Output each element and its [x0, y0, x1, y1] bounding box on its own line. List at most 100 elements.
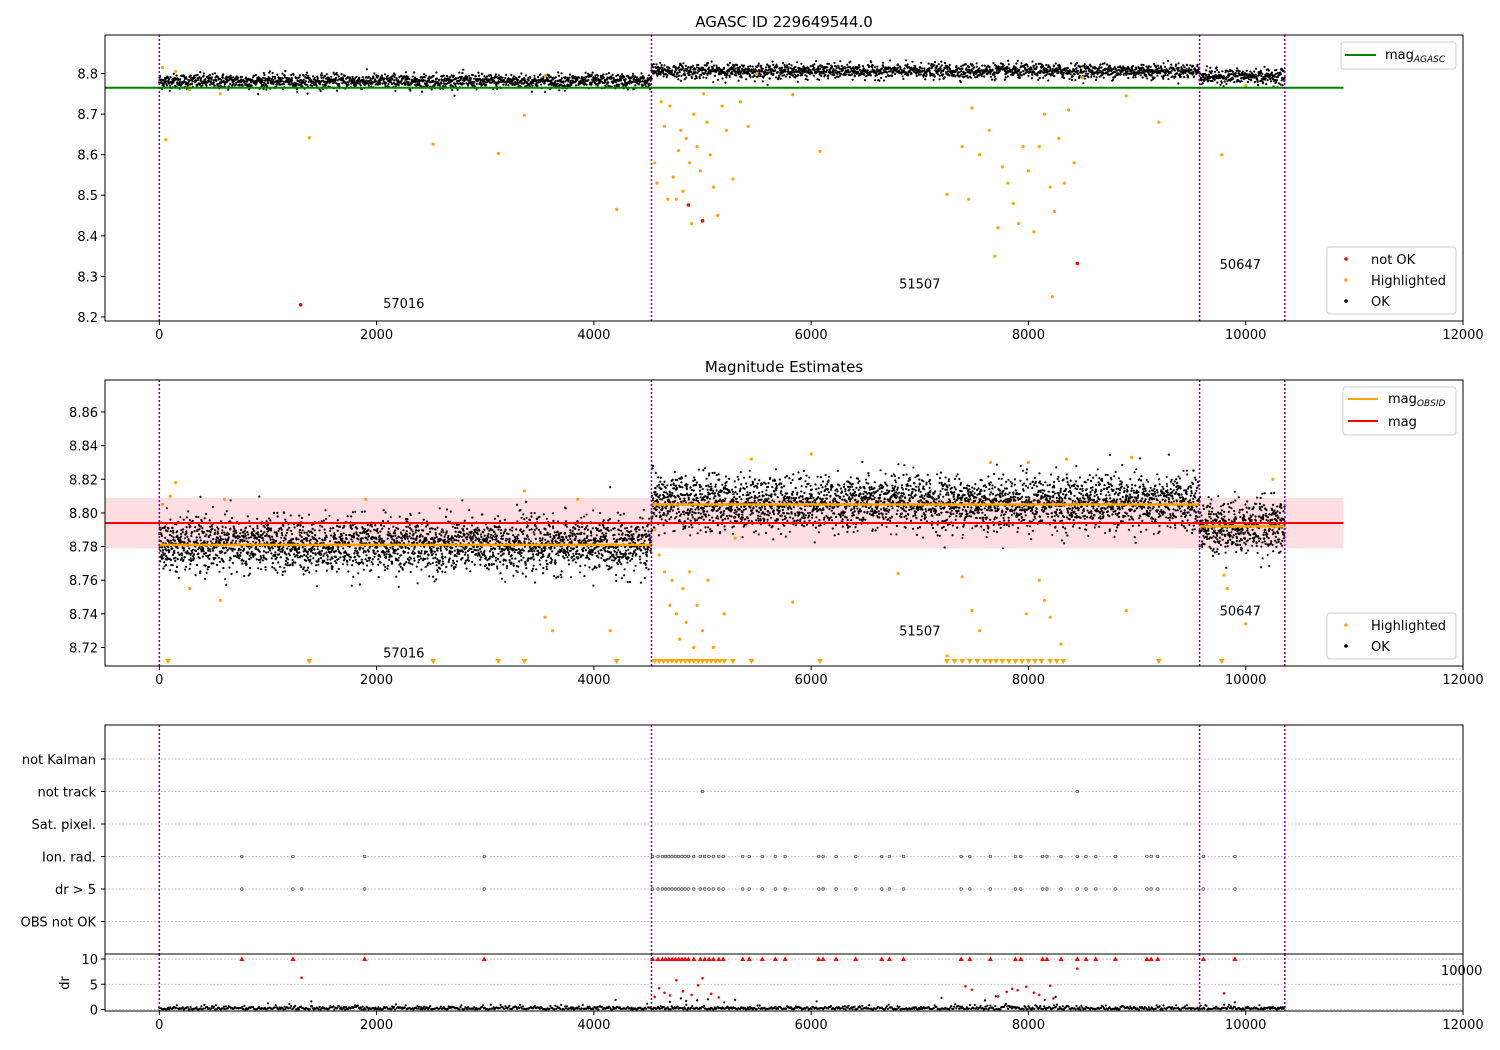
ok-point [937, 63, 940, 66]
ok-point [681, 65, 684, 68]
ok-point [260, 530, 263, 533]
ok-point [205, 571, 208, 575]
ok-point [217, 556, 220, 560]
ok-point [524, 74, 528, 77]
ok-point [556, 82, 560, 85]
ok-point [451, 89, 454, 92]
ok-point [1246, 80, 1249, 84]
ok-point [680, 74, 683, 77]
ok-point [356, 82, 359, 85]
highlighted-point [1037, 145, 1041, 149]
ok-point [747, 65, 750, 68]
ok-point [1026, 65, 1029, 68]
ok-point [504, 83, 507, 86]
ok-point [202, 72, 205, 75]
ok-point [1068, 77, 1071, 81]
ok-point [279, 556, 282, 559]
ok-point [175, 565, 178, 569]
ok-point [284, 538, 287, 541]
ok-point [161, 551, 164, 554]
ok-point [309, 558, 312, 561]
ok-point [229, 557, 232, 560]
ok-point [395, 77, 398, 80]
ok-point [1090, 75, 1093, 78]
ok-point [390, 81, 393, 84]
highlighted-point [681, 189, 685, 193]
ok-point [169, 569, 172, 572]
ok-point [277, 561, 280, 564]
ok-point [1031, 60, 1034, 63]
ok-point [1062, 71, 1065, 74]
ok-point [710, 60, 713, 63]
ok-point [759, 73, 762, 76]
ok-point [306, 553, 309, 556]
ok-point [206, 568, 209, 571]
ok-point [935, 65, 939, 68]
ok-point [286, 564, 289, 567]
ok-point [252, 74, 255, 77]
ok-point [207, 536, 210, 539]
ok-point [851, 78, 854, 81]
ok-point [631, 72, 635, 75]
ok-point [655, 63, 658, 66]
ok-point [1196, 63, 1199, 66]
ok-point [876, 65, 879, 68]
ok-point [434, 82, 437, 85]
ok-point [468, 74, 471, 77]
ok-point [1077, 72, 1080, 75]
ok-point [330, 75, 333, 78]
ok-point [270, 552, 273, 555]
ok-point [696, 71, 699, 75]
ok-point [477, 71, 480, 74]
ok-point [478, 74, 481, 77]
ok-point [920, 61, 923, 64]
ok-point [1111, 78, 1115, 81]
ok-point [443, 77, 446, 80]
ok-point [246, 541, 250, 544]
ok-point [289, 563, 292, 566]
ok-point [796, 61, 799, 64]
ok-point [207, 549, 210, 552]
ok-point [365, 76, 368, 79]
ok-point [362, 78, 365, 81]
highlighted-point [978, 153, 982, 157]
ok-point [168, 549, 171, 552]
ok-point [539, 73, 542, 76]
ok-point [413, 71, 416, 74]
ok-point [574, 84, 578, 87]
ok-point [194, 526, 197, 529]
ok-point [540, 83, 543, 86]
ok-point [1037, 78, 1040, 81]
ok-point [373, 72, 376, 75]
highlighted-point [1081, 76, 1085, 80]
ok-point [283, 74, 286, 77]
ok-point [302, 74, 305, 77]
ok-point [830, 65, 834, 68]
highlighted-point [716, 213, 720, 218]
ok-point [222, 560, 225, 563]
ok-point [994, 77, 997, 80]
ok-point [1219, 83, 1222, 86]
ok-point [251, 527, 255, 531]
ok-point [209, 531, 212, 534]
ok-point [175, 74, 178, 77]
ok-point [1033, 64, 1036, 67]
ok-point [284, 70, 287, 73]
ok-point [1193, 75, 1196, 78]
ok-point [461, 71, 464, 75]
ok-point [393, 79, 396, 82]
ok-point [993, 71, 996, 74]
highlighted-point [662, 124, 667, 128]
ok-point [208, 557, 211, 561]
ok-point [878, 79, 881, 82]
ok-point [702, 76, 705, 79]
ok-point [1007, 63, 1010, 66]
ok-point [442, 74, 445, 77]
obs-id-label: 51507 [899, 278, 940, 293]
ok-point [254, 541, 258, 544]
ok-point [752, 68, 755, 71]
ok-point [737, 79, 740, 82]
ok-point [927, 62, 930, 65]
highlighted-point [496, 151, 500, 156]
ok-point [743, 64, 746, 67]
